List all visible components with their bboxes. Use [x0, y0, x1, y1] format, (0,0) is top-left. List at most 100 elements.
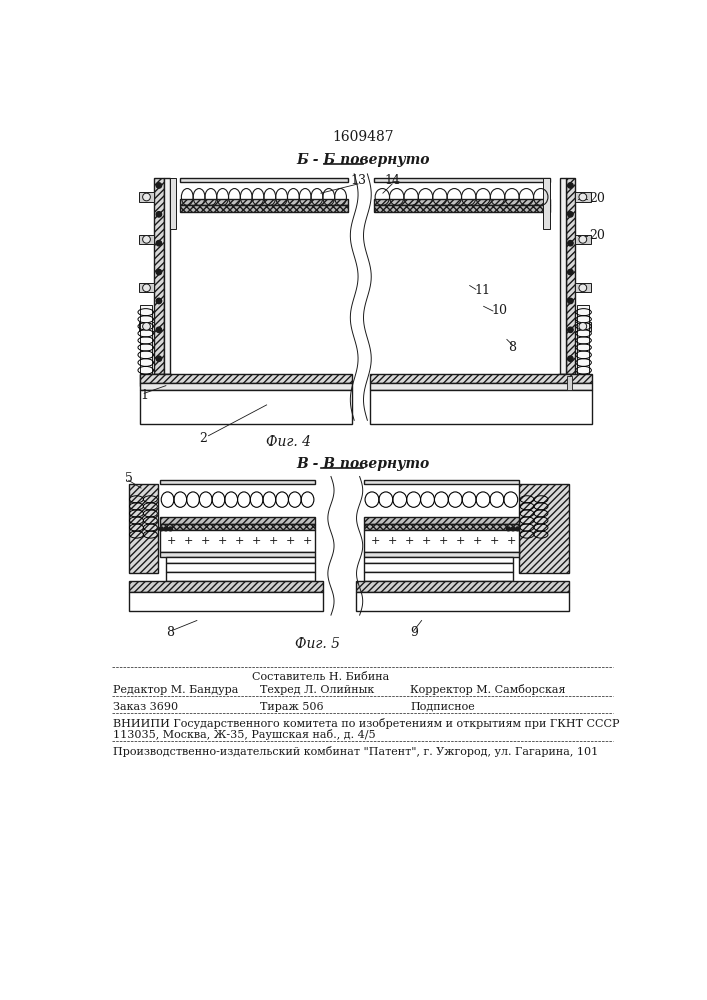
Bar: [370, 383, 592, 389]
Bar: [356, 592, 569, 611]
Text: +: +: [404, 536, 414, 546]
Text: +: +: [490, 536, 499, 546]
Text: 5: 5: [124, 472, 133, 485]
Bar: [129, 484, 158, 573]
Text: 20: 20: [589, 192, 605, 205]
Circle shape: [568, 212, 573, 217]
Bar: [558, 374, 589, 386]
Text: 13: 13: [350, 174, 366, 187]
Bar: [363, 552, 519, 557]
Circle shape: [156, 269, 162, 275]
Bar: [160, 480, 315, 484]
Bar: [140, 374, 171, 386]
Circle shape: [168, 527, 173, 531]
Bar: [140, 305, 152, 374]
Bar: [129, 592, 323, 611]
Circle shape: [579, 193, 587, 201]
Bar: [139, 192, 154, 202]
Circle shape: [143, 284, 151, 292]
Text: 1: 1: [140, 389, 148, 402]
Bar: [363, 524, 519, 530]
Circle shape: [156, 212, 162, 217]
Circle shape: [156, 241, 162, 246]
Text: Подписное: Подписное: [410, 702, 474, 712]
Text: Корректор М. Самборская: Корректор М. Самборская: [410, 684, 566, 695]
Bar: [139, 235, 154, 244]
Bar: [578, 305, 589, 374]
Bar: [373, 199, 549, 205]
Text: +: +: [286, 536, 296, 546]
Circle shape: [568, 327, 573, 333]
Text: 11: 11: [474, 284, 490, 297]
Circle shape: [143, 193, 151, 201]
Bar: [140, 389, 352, 424]
Bar: [140, 383, 352, 389]
Circle shape: [568, 241, 573, 246]
Bar: [370, 374, 592, 383]
Bar: [559, 178, 566, 374]
Bar: [160, 552, 315, 557]
Text: ВНИИПИ Государственного комитета по изобретениям и открытиям при ГКНТ СССР: ВНИИПИ Государственного комитета по изоб…: [113, 718, 619, 729]
Circle shape: [511, 527, 515, 531]
Bar: [363, 563, 513, 572]
Circle shape: [506, 527, 510, 531]
Text: +: +: [184, 536, 193, 546]
Bar: [129, 581, 323, 592]
Text: +: +: [269, 536, 279, 546]
Bar: [154, 178, 163, 374]
Bar: [543, 178, 549, 229]
Bar: [373, 205, 549, 212]
Text: Производственно-издательский комбинат "Патент", г. Ужгород, ул. Гагарина, 101: Производственно-издательский комбинат "П…: [113, 746, 598, 757]
Bar: [567, 376, 572, 389]
Text: +: +: [201, 536, 210, 546]
Bar: [575, 235, 590, 244]
Bar: [356, 581, 569, 592]
Text: +: +: [218, 536, 227, 546]
Text: +: +: [438, 536, 448, 546]
Circle shape: [156, 356, 162, 361]
Text: +: +: [252, 536, 262, 546]
Text: +: +: [370, 536, 380, 546]
Text: Б - Б повернуто: Б - Б повернуто: [296, 153, 429, 167]
Text: Фиг. 5: Фиг. 5: [296, 637, 340, 651]
Text: +: +: [456, 536, 465, 546]
Bar: [160, 524, 315, 530]
Text: +: +: [167, 536, 176, 546]
Circle shape: [143, 323, 151, 330]
Bar: [166, 572, 315, 581]
Bar: [180, 205, 348, 212]
Bar: [140, 374, 352, 383]
Text: В - В повернуто: В - В повернуто: [296, 457, 429, 471]
Text: Тираж 506: Тираж 506: [260, 702, 324, 712]
Circle shape: [568, 298, 573, 304]
Text: 8: 8: [508, 341, 516, 354]
Circle shape: [156, 298, 162, 304]
Bar: [363, 572, 513, 581]
Text: +: +: [421, 536, 431, 546]
Text: 20: 20: [589, 229, 605, 242]
Text: Редактор М. Бандура: Редактор М. Бандура: [113, 685, 238, 695]
Bar: [519, 484, 569, 573]
Bar: [180, 199, 348, 205]
Bar: [575, 283, 590, 292]
Circle shape: [164, 527, 168, 531]
Bar: [363, 530, 519, 552]
Bar: [163, 178, 170, 374]
Bar: [170, 178, 176, 229]
Bar: [373, 178, 549, 182]
Bar: [166, 557, 315, 563]
Bar: [160, 517, 315, 524]
Circle shape: [159, 527, 163, 531]
Text: +: +: [507, 536, 516, 546]
Bar: [160, 530, 315, 552]
Text: 9: 9: [410, 626, 418, 639]
Bar: [566, 178, 575, 374]
Circle shape: [516, 527, 520, 531]
Text: Заказ 3690: Заказ 3690: [113, 702, 178, 712]
Text: 14: 14: [384, 174, 400, 187]
Text: Техред Л. Олийнык: Техред Л. Олийнык: [260, 685, 375, 695]
Text: 8: 8: [165, 626, 174, 639]
Circle shape: [568, 269, 573, 275]
Bar: [139, 283, 154, 292]
Circle shape: [156, 327, 162, 333]
